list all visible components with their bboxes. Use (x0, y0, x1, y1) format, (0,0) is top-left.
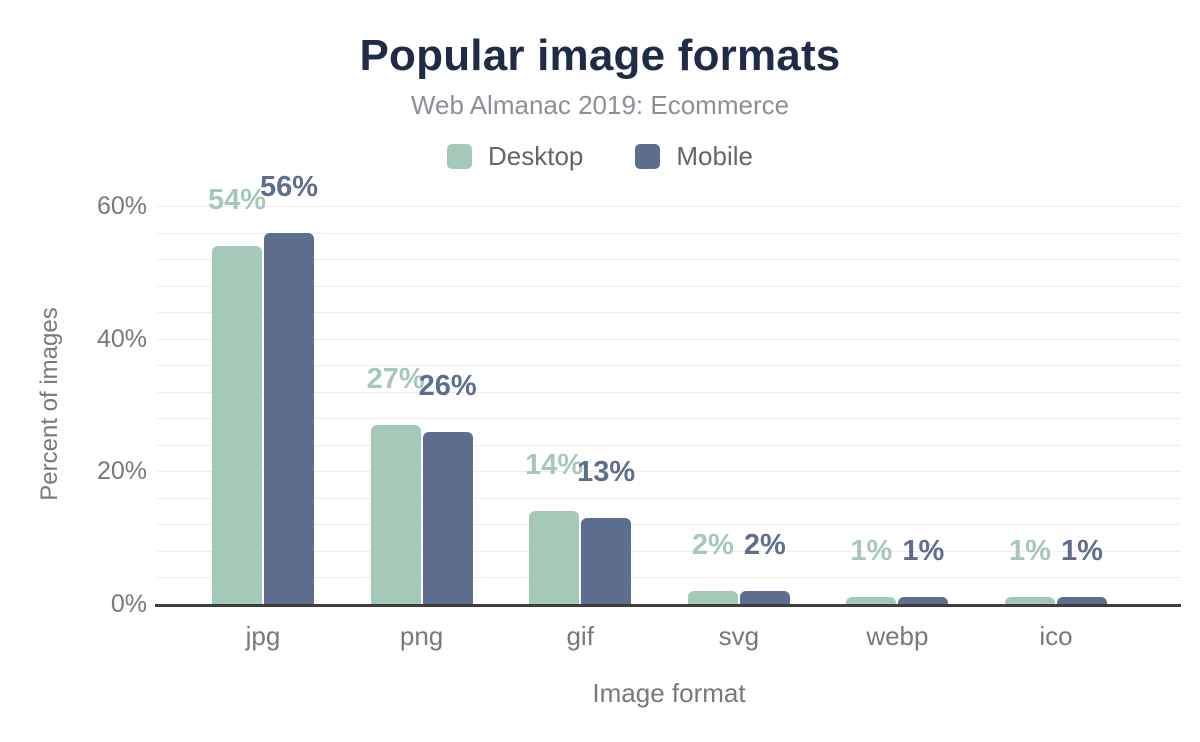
bar-mobile-gif (581, 517, 632, 604)
gridline-16 (157, 497, 1181, 499)
x-tick-svg: svg (718, 621, 760, 651)
gridline-8 (157, 550, 1181, 552)
value-label-desktop-png: 27% (366, 362, 425, 395)
value-label-desktop-webp: 1% (850, 535, 893, 568)
y-tick-60: 60% (96, 192, 147, 221)
x-tick-png: png (399, 621, 444, 651)
x-axis-title: Image format (592, 678, 746, 708)
value-label-mobile-gif: 13% (577, 455, 636, 488)
x-tick-gif: gif (566, 621, 594, 651)
bar-mobile-ico (1057, 597, 1107, 604)
gridline-40 (157, 338, 1181, 340)
gridline-20 (157, 471, 1181, 473)
chart-subtitle: Web Almanac 2019: Ecommerce (410, 90, 790, 120)
bar-desktop-png (370, 424, 421, 604)
x-axis-line (155, 604, 1181, 607)
value-label-mobile-jpg: 56% (259, 170, 319, 203)
y-axis-title: Percent of images (36, 307, 63, 501)
x-tick-ico: ico (1039, 621, 1073, 651)
bar-mobile-jpg (264, 232, 314, 604)
bar-desktop-gif (529, 511, 580, 604)
legend-label-desktop: Desktop (488, 141, 584, 171)
y-tick-20: 20% (96, 457, 147, 486)
value-label-desktop-svg: 2% (691, 528, 734, 561)
gridline-60 (157, 206, 1181, 208)
chart-title: Popular image formats (359, 31, 841, 80)
gridline-32 (157, 391, 1181, 393)
gridline-24 (157, 444, 1181, 446)
bar-desktop-svg (687, 590, 738, 604)
legend-item-mobile: Mobile (635, 141, 753, 172)
value-label-mobile-svg: 2% (743, 528, 786, 561)
gridline-48 (157, 285, 1181, 287)
y-tick-0: 0% (110, 590, 147, 618)
value-label-desktop-gif: 14% (525, 449, 584, 482)
gridline-52 (157, 259, 1181, 261)
gridline-12 (157, 524, 1181, 526)
x-tick-jpg: jpg (245, 621, 281, 651)
gridline-4 (157, 577, 1181, 579)
y-tick-40: 40% (96, 324, 147, 353)
value-label-desktop-ico: 1% (1009, 535, 1051, 568)
chart-legend: Desktop Mobile (0, 141, 1200, 172)
gridline-44 (157, 312, 1181, 314)
legend-swatch-desktop-icon (447, 144, 472, 169)
gridline-36 (157, 365, 1181, 367)
legend-swatch-mobile-icon (635, 144, 661, 169)
gridline-28 (157, 418, 1181, 420)
legend-item-desktop: Desktop (447, 141, 583, 172)
value-label-mobile-ico: 1% (1061, 535, 1103, 568)
bar-desktop-ico (1005, 597, 1055, 604)
bar-mobile-png (422, 431, 473, 604)
gridline-56 (157, 232, 1181, 234)
value-label-mobile-png: 26% (418, 369, 477, 402)
bar-mobile-webp (898, 597, 949, 604)
value-label-desktop-jpg: 54% (207, 183, 267, 216)
bar-desktop-jpg (212, 245, 262, 604)
legend-label-mobile: Mobile (676, 141, 753, 171)
x-tick-webp: webp (866, 621, 929, 651)
value-label-mobile-webp: 1% (902, 535, 945, 568)
bar-mobile-svg (739, 590, 790, 604)
bar-desktop-webp (846, 597, 897, 604)
